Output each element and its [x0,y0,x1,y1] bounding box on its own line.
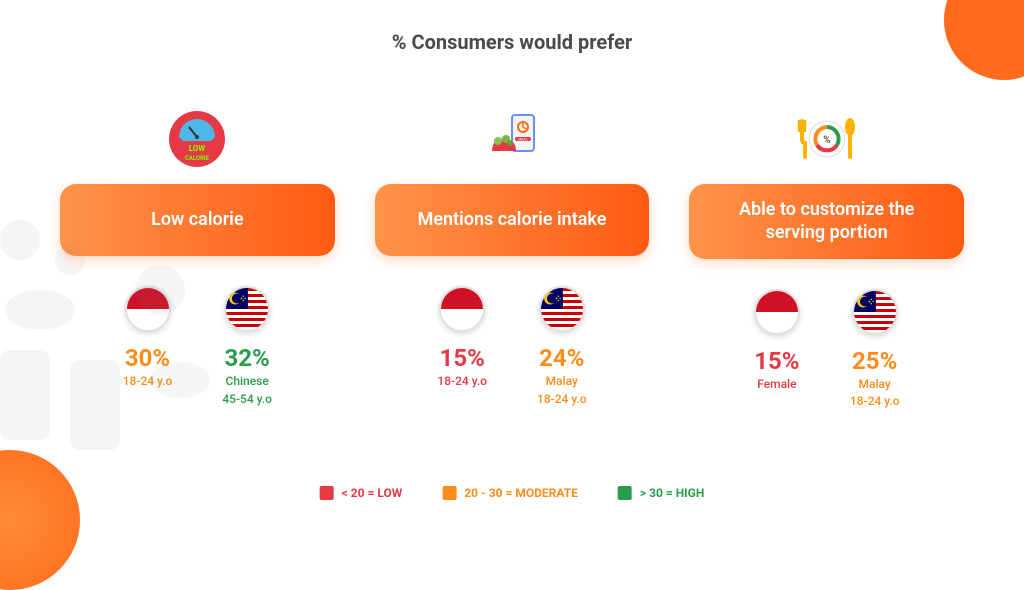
card-stats: 15% 18-24 y.o 24% Malay 18-24 y.o [437,286,586,407]
malaysia-flag-icon [224,286,270,332]
card-stats: 15% Female 25% Malay18-24 y.o [754,289,900,410]
stat-detail: Malay [859,377,891,393]
legend-swatch [320,486,334,500]
stat-item: 15% 18-24 y.o [437,286,487,407]
corner-decoration-bottom-left [0,450,80,590]
stat-item: 32% Chinese 45-54 y.o [222,286,272,407]
svg-text:%: % [823,135,830,146]
plate-utensils-icon: % [792,104,862,174]
legend-item: < 20 = LOW [320,486,403,500]
stat-item: 15% Female [754,289,800,410]
svg-text:LOW: LOW [189,144,206,153]
stat-percentage: 30% [125,344,170,372]
malaysia-flag-icon [539,286,585,332]
meal-app-icon: MEAL [482,104,542,174]
preference-card: % Able to customize the serving portion 1… [689,104,964,410]
corner-decoration-top-right [944,0,1024,80]
svg-text:MEAL: MEAL [518,138,527,142]
card-label: Able to customize the serving portion [689,184,964,259]
indonesia-flag-icon [439,286,485,332]
preference-card: LOW CALORIE Low calorie 30% 18-24 y.o 32% Ch… [60,104,335,410]
indonesia-flag-icon [125,286,171,332]
page-title: % Consumers would prefer [0,0,1024,54]
stat-detail: Female [757,377,796,393]
stat-detail-secondary: 18-24 y.o [537,392,587,408]
stat-percentage: 15% [440,344,485,372]
stat-percentage: 24% [539,344,584,372]
low-calorie-badge-icon: LOW CALORIE [167,104,227,174]
stat-item: 30% 18-24 y.o [123,286,173,407]
stat-detail: 18-24 y.o [123,374,173,390]
legend-label: < 20 = LOW [342,486,403,500]
stat-detail: 18-24 y.o [437,374,487,390]
stat-detail-secondary: 45-54 y.o [222,392,272,408]
stat-detail-secondary: 18-24 y.o [850,394,900,410]
legend-item: > 30 = HIGH [618,486,704,500]
legend-label: 20 - 30 = MODERATE [464,486,578,500]
legend-item: 20 - 30 = MODERATE [442,486,578,500]
stat-percentage: 25% [852,347,897,375]
stat-detail: Malay [546,374,578,390]
card-stats: 30% 18-24 y.o 32% Chinese 45-54 y.o [123,286,272,407]
card-label: Low calorie [60,184,335,256]
cards-row: LOW CALORIE Low calorie 30% 18-24 y.o 32% Ch… [0,104,1024,410]
card-label: Mentions calorie intake [375,184,650,256]
legend-swatch [442,486,456,500]
stat-item: 24% Malay 18-24 y.o [537,286,587,407]
legend-label: > 30 = HIGH [640,486,704,500]
preference-card: MEAL Mentions calorie intake 15% 18-24 y.o… [375,104,650,410]
stat-percentage: 32% [224,344,269,372]
indonesia-flag-icon [754,289,800,335]
legend: < 20 = LOW 20 - 30 = MODERATE > 30 = HIGH [320,486,705,500]
legend-swatch [618,486,632,500]
stat-detail: Chinese [225,374,268,390]
stat-percentage: 15% [754,347,799,375]
svg-text:CALORIE: CALORIE [185,155,210,162]
malaysia-flag-icon [852,289,898,335]
stat-item: 25% Malay18-24 y.o [850,289,900,410]
